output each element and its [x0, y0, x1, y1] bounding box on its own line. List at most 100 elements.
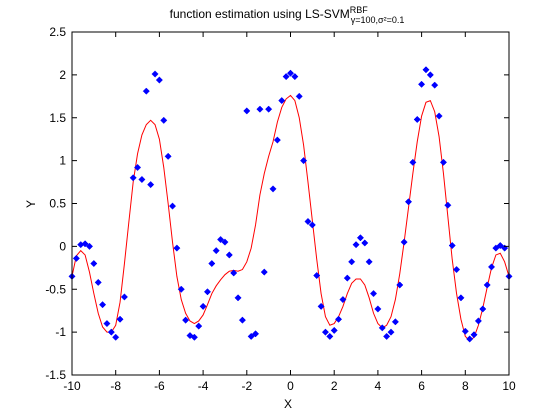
data-point	[221, 238, 229, 246]
y-tick-label: 1	[59, 154, 66, 168]
data-point	[112, 333, 120, 341]
x-tick-label: 2	[331, 379, 338, 393]
data-point	[291, 73, 299, 81]
x-tick-label: 8	[462, 379, 469, 393]
data-point	[168, 202, 177, 210]
data-point	[448, 241, 456, 250]
data-point	[479, 305, 487, 313]
data-point	[444, 201, 452, 209]
data-point	[278, 97, 286, 105]
data-point	[120, 293, 128, 301]
data-point	[160, 116, 168, 124]
data-point	[234, 294, 242, 302]
data-point	[308, 221, 316, 229]
data-point	[483, 281, 491, 289]
data-point	[387, 328, 395, 336]
data-point	[378, 324, 386, 332]
data-point	[147, 181, 155, 189]
y-tick-label: 0	[59, 239, 66, 253]
data-point	[391, 318, 399, 326]
x-tick-label: -2	[241, 379, 252, 393]
data-point	[273, 136, 281, 144]
data-point	[361, 239, 369, 247]
data-point	[492, 244, 500, 252]
data-point	[116, 315, 124, 323]
data-point	[457, 294, 465, 302]
data-point	[182, 316, 190, 324]
data-point	[238, 316, 246, 324]
data-point	[439, 158, 448, 166]
data-point	[496, 241, 504, 250]
data-point	[107, 328, 115, 336]
data-point	[317, 302, 325, 310]
data-point	[247, 332, 255, 340]
data-point	[400, 238, 408, 246]
x-tick-label: -6	[154, 379, 165, 393]
data-point	[374, 305, 382, 313]
data-point	[265, 105, 273, 113]
data-point	[256, 105, 264, 113]
data-point	[230, 269, 238, 277]
data-point	[94, 278, 102, 286]
y-tick-label: 0.5	[49, 197, 66, 211]
data-point	[99, 301, 107, 309]
plot-background	[72, 32, 509, 375]
data-point	[129, 174, 137, 182]
data-point	[348, 258, 356, 266]
data-point	[352, 241, 360, 249]
y-axis-label: Y	[24, 200, 38, 208]
data-point	[418, 80, 426, 88]
data-point	[177, 285, 185, 293]
data-point	[326, 332, 334, 340]
data-point	[396, 281, 404, 289]
data-point	[404, 198, 413, 206]
data-point	[426, 71, 434, 79]
data-point	[304, 217, 312, 226]
data-point	[487, 263, 496, 271]
data-point	[212, 247, 220, 255]
x-tick-label: 10	[502, 379, 516, 393]
data-point	[300, 157, 308, 165]
data-point	[453, 265, 461, 274]
chart-title-subscript: γ=100,σ²=0.1	[351, 15, 405, 25]
data-point	[466, 335, 474, 343]
data-point	[199, 302, 207, 310]
y-tick-label: 2.5	[49, 25, 66, 39]
data-point	[85, 242, 94, 250]
data-point	[286, 69, 295, 77]
data-point	[339, 295, 347, 304]
x-tick-label: -8	[110, 379, 121, 393]
x-tick-label: 0	[287, 379, 294, 393]
data-point	[155, 76, 163, 84]
data-point	[282, 73, 290, 81]
data-point	[90, 259, 98, 268]
data-point	[151, 70, 159, 78]
data-point	[474, 317, 482, 325]
data-point	[103, 319, 111, 328]
x-tick-label: -10	[63, 379, 81, 393]
data-point	[435, 112, 443, 120]
y-tick-label: 2	[59, 68, 66, 82]
data-point	[330, 326, 338, 334]
data-point	[243, 107, 251, 115]
data-point	[356, 234, 364, 242]
data-point	[72, 254, 80, 262]
y-tick-label: -1.5	[45, 368, 66, 382]
series-layer	[68, 66, 513, 343]
data-point	[295, 92, 303, 100]
data-point	[413, 115, 421, 124]
data-point	[208, 259, 216, 268]
data-point	[164, 152, 172, 160]
x-axis-label: X	[284, 397, 292, 411]
data-point	[190, 333, 198, 341]
data-point	[142, 87, 150, 95]
plot-area: -10 -8 -6 -4 -2 0 2 4 6 8 10 -1.5 -1 -0.5 0 0.5 1 1.5 2 2.5	[45, 25, 516, 393]
data-point	[260, 268, 268, 276]
tick-layer: -10 -8 -6 -4 -2 0 2 4 6 8 10 -1.5 -1 -0.5 0 0.5 1 1.5 2 2.5	[45, 25, 516, 393]
data-point	[133, 163, 142, 172]
chart-title-main: function estimation using LS-SVM	[170, 7, 350, 21]
data-point	[173, 244, 181, 252]
data-point	[470, 331, 478, 339]
